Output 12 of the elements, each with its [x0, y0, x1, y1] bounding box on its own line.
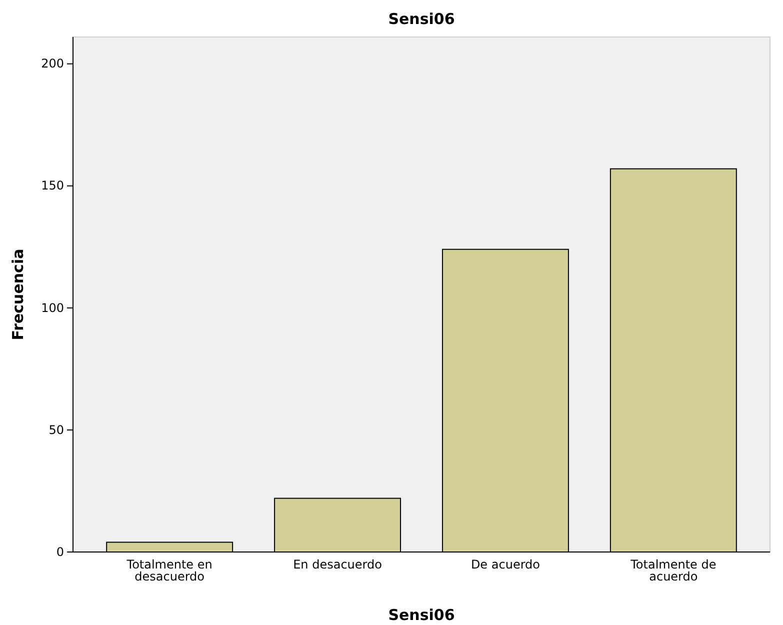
- y-tick-label: 150: [41, 178, 64, 193]
- x-axis-title: Sensi06: [388, 606, 455, 624]
- y-tick-label: 200: [41, 56, 64, 71]
- x-tick-label: Totalmente en desacuerdo: [126, 558, 212, 584]
- x-tick-label: De acuerdo: [470, 558, 540, 572]
- y-tick-label: 0: [56, 544, 64, 559]
- y-axis-title: Frecuencia: [9, 248, 27, 340]
- y-tick-label: 50: [48, 422, 64, 437]
- x-tick-label: En desacuerdo: [293, 558, 382, 572]
- x-tick-label: Totalmente de acuerdo: [630, 558, 716, 584]
- chart-title: Sensi06: [388, 10, 455, 28]
- y-tick-label: 100: [41, 300, 64, 315]
